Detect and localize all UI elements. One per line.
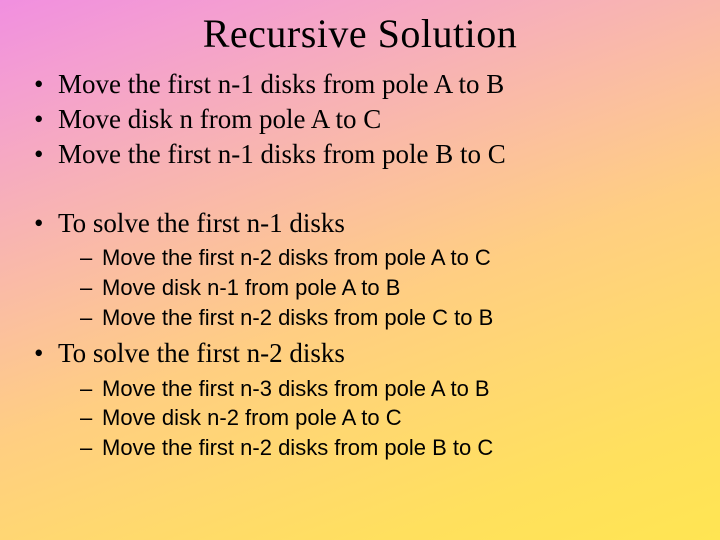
sub-bullet-list: Move the first n-2 disks from pole A to … (58, 243, 700, 332)
bullet-text: Move the first n-1 disks from pole B to … (58, 139, 506, 169)
sub-bullet-item: Move the first n-2 disks from pole C to … (80, 303, 700, 333)
bullet-text: Move the first n-1 disks from pole A to … (58, 69, 504, 99)
slide-title: Recursive Solution (20, 10, 700, 57)
bullet-list: Move the first n-1 disks from pole A to … (20, 67, 700, 172)
spacer (20, 172, 700, 206)
sub-bullet-text: Move the first n-2 disks from pole A to … (102, 245, 491, 270)
bullet-list: To solve the first n-1 disks Move the fi… (20, 206, 700, 462)
bullet-item: Move the first n-1 disks from pole A to … (30, 67, 700, 102)
sub-bullet-item: Move disk n-2 from pole A to C (80, 403, 700, 433)
sub-bullet-item: Move the first n-3 disks from pole A to … (80, 374, 700, 404)
bullet-item: To solve the first n-1 disks Move the fi… (30, 206, 700, 332)
bullet-text: Move disk n from pole A to C (58, 104, 381, 134)
sub-bullet-text: Move the first n-2 disks from pole B to … (102, 435, 493, 460)
bullet-item: Move the first n-1 disks from pole B to … (30, 137, 700, 172)
bullet-text: To solve the first n-1 disks (58, 208, 345, 238)
sub-bullet-list: Move the first n-3 disks from pole A to … (58, 374, 700, 463)
sub-bullet-item: Move the first n-2 disks from pole B to … (80, 433, 700, 463)
sub-bullet-text: Move the first n-2 disks from pole C to … (102, 305, 493, 330)
sub-bullet-text: Move disk n-1 from pole A to B (102, 275, 400, 300)
bullet-item: Move disk n from pole A to C (30, 102, 700, 137)
bullet-item: To solve the first n-2 disks Move the fi… (30, 336, 700, 462)
sub-bullet-item: Move the first n-2 disks from pole A to … (80, 243, 700, 273)
bullet-text: To solve the first n-2 disks (58, 338, 345, 368)
sub-bullet-item: Move disk n-1 from pole A to B (80, 273, 700, 303)
slide: Recursive Solution Move the first n-1 di… (0, 0, 720, 540)
sub-bullet-text: Move disk n-2 from pole A to C (102, 405, 402, 430)
sub-bullet-text: Move the first n-3 disks from pole A to … (102, 376, 490, 401)
